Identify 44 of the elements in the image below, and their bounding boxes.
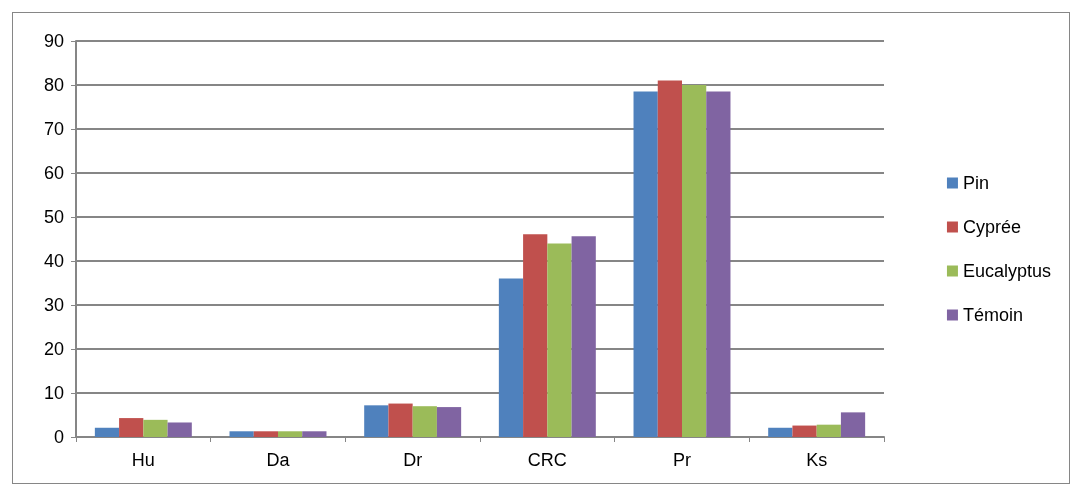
y-tick-label: 10	[43, 383, 64, 403]
legend-label: Pin	[962, 173, 989, 193]
x-tick-label: Ks	[806, 450, 828, 470]
bar	[792, 425, 817, 437]
y-tick-label: 90	[43, 31, 64, 51]
bar	[547, 243, 572, 437]
bar	[412, 406, 437, 437]
bar	[657, 80, 682, 437]
bar	[633, 91, 658, 437]
x-tick-label: CRC	[527, 450, 567, 470]
y-tick-label: 30	[43, 295, 64, 315]
bar	[364, 405, 389, 437]
x-tick-label: Da	[266, 450, 291, 470]
bar	[302, 431, 327, 437]
bar	[119, 418, 144, 437]
bar	[253, 431, 278, 437]
bar	[94, 427, 120, 437]
bar	[768, 427, 793, 437]
legend-label: Témoin	[962, 305, 1023, 325]
legend-label: Cyprée	[962, 217, 1021, 237]
bar	[706, 91, 731, 437]
y-tick-label: 50	[43, 207, 64, 227]
y-tick-label: 70	[43, 119, 64, 139]
bar	[229, 431, 254, 437]
bar	[571, 236, 596, 437]
x-tick-label: Hu	[131, 450, 155, 470]
bar	[840, 412, 866, 437]
legend-label: Eucalyptus	[962, 261, 1052, 281]
bar	[278, 431, 303, 437]
bar	[167, 422, 192, 437]
x-tick-label: Dr	[403, 450, 423, 470]
bar	[682, 85, 707, 437]
y-tick-label: 80	[43, 75, 64, 95]
x-tick-label: Pr	[673, 450, 692, 470]
bar	[523, 234, 548, 437]
y-tick-label: 0	[53, 427, 64, 447]
bar	[143, 419, 168, 437]
bar	[498, 278, 524, 437]
y-tick-label: 60	[43, 163, 64, 183]
bar	[436, 407, 462, 437]
y-tick-label: 40	[43, 251, 64, 271]
bar	[816, 424, 841, 437]
y-tick-label: 20	[43, 339, 64, 359]
bar	[388, 403, 413, 437]
